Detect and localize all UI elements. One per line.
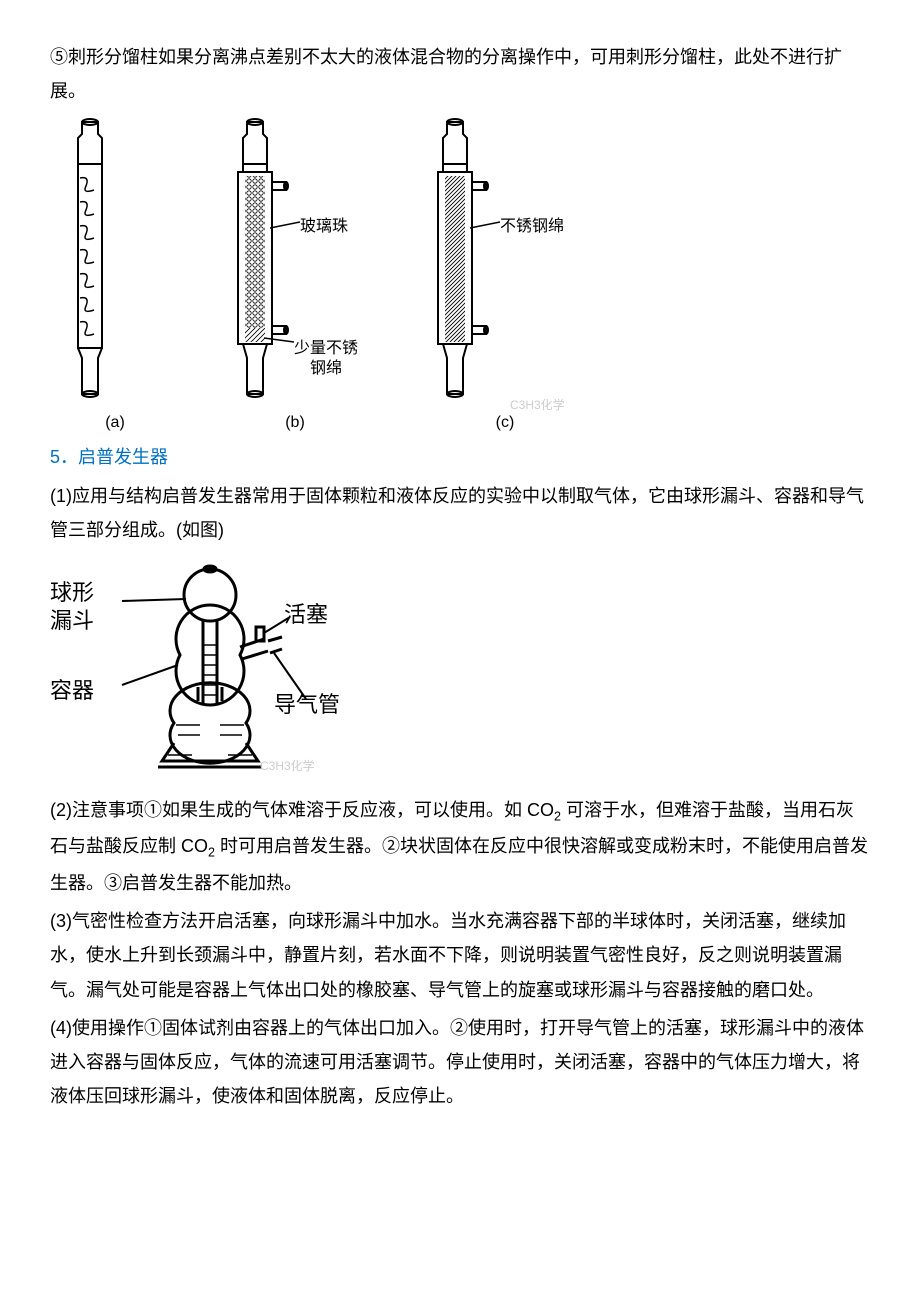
kipp-generator-figure: 球形 漏斗 容器 活塞 导气管 C3H3化学	[50, 555, 370, 785]
leader-small-wool	[264, 336, 294, 348]
section-5-heading: 5．启普发生器	[50, 440, 870, 474]
label-glass-beads: 玻璃珠	[300, 212, 348, 236]
column-b: 玻璃珠 少量不锈 钢绵 (b)	[210, 118, 380, 432]
label-stainless-wool: 不锈钢绵	[500, 212, 564, 236]
watermark-columns: C3H3化学	[510, 396, 565, 413]
label-stopcock: 活塞	[284, 597, 328, 629]
leader-glass-beads	[270, 218, 300, 230]
section-5-p3: (3)气密性检查方法开启活塞，向球形漏斗中加水。当水充满容器下部的半球体时，关闭…	[50, 904, 870, 1007]
column-a: (a)	[50, 118, 180, 432]
caption-a: (a)	[50, 414, 180, 432]
section-5-number: 5．	[50, 447, 78, 467]
column-c: 不锈钢绵 C3H3化学 (c)	[410, 118, 600, 432]
column-a-svg	[50, 118, 130, 408]
section-5-p4: (4)使用操作①固体试剂由容器上的气体出口加入。②使用时，打开导气管上的活塞，球…	[50, 1011, 870, 1114]
section-5-title: 启普发生器	[78, 447, 168, 467]
caption-b: (b)	[210, 414, 380, 432]
p2-sub2: 2	[208, 846, 215, 860]
leader-stainless-wool	[470, 218, 500, 230]
label-small-wool-2: 钢绵	[310, 354, 342, 378]
kipp-svg	[50, 555, 370, 785]
section-5-p1: (1)应用与结构启普发生器常用于固体颗粒和液体反应的实验中以制取气体，它由球形漏…	[50, 479, 870, 547]
section-5-p2: (2)注意事项①如果生成的气体难溶于反应液，可以使用。如 CO2 可溶于水，但难…	[50, 793, 870, 900]
column-c-svg	[410, 118, 510, 408]
watermark-kipp: C3H3化学	[260, 757, 315, 774]
label-funnel-2: 漏斗	[50, 603, 94, 635]
column-b-svg	[210, 118, 310, 408]
fractionating-columns-figure: (a)	[50, 118, 870, 432]
label-gas-tube: 导气管	[274, 687, 340, 719]
label-container: 容器	[50, 673, 94, 705]
intro-paragraph: ⑤刺形分馏柱如果分离沸点差别不太大的液体混合物的分离操作中，可用刺形分馏柱，此处…	[50, 40, 870, 108]
p2-sub1: 2	[554, 810, 561, 824]
p2-seg1: (2)注意事项①如果生成的气体难溶于反应液，可以使用。如 CO	[50, 800, 554, 820]
caption-c: (c)	[410, 414, 600, 432]
